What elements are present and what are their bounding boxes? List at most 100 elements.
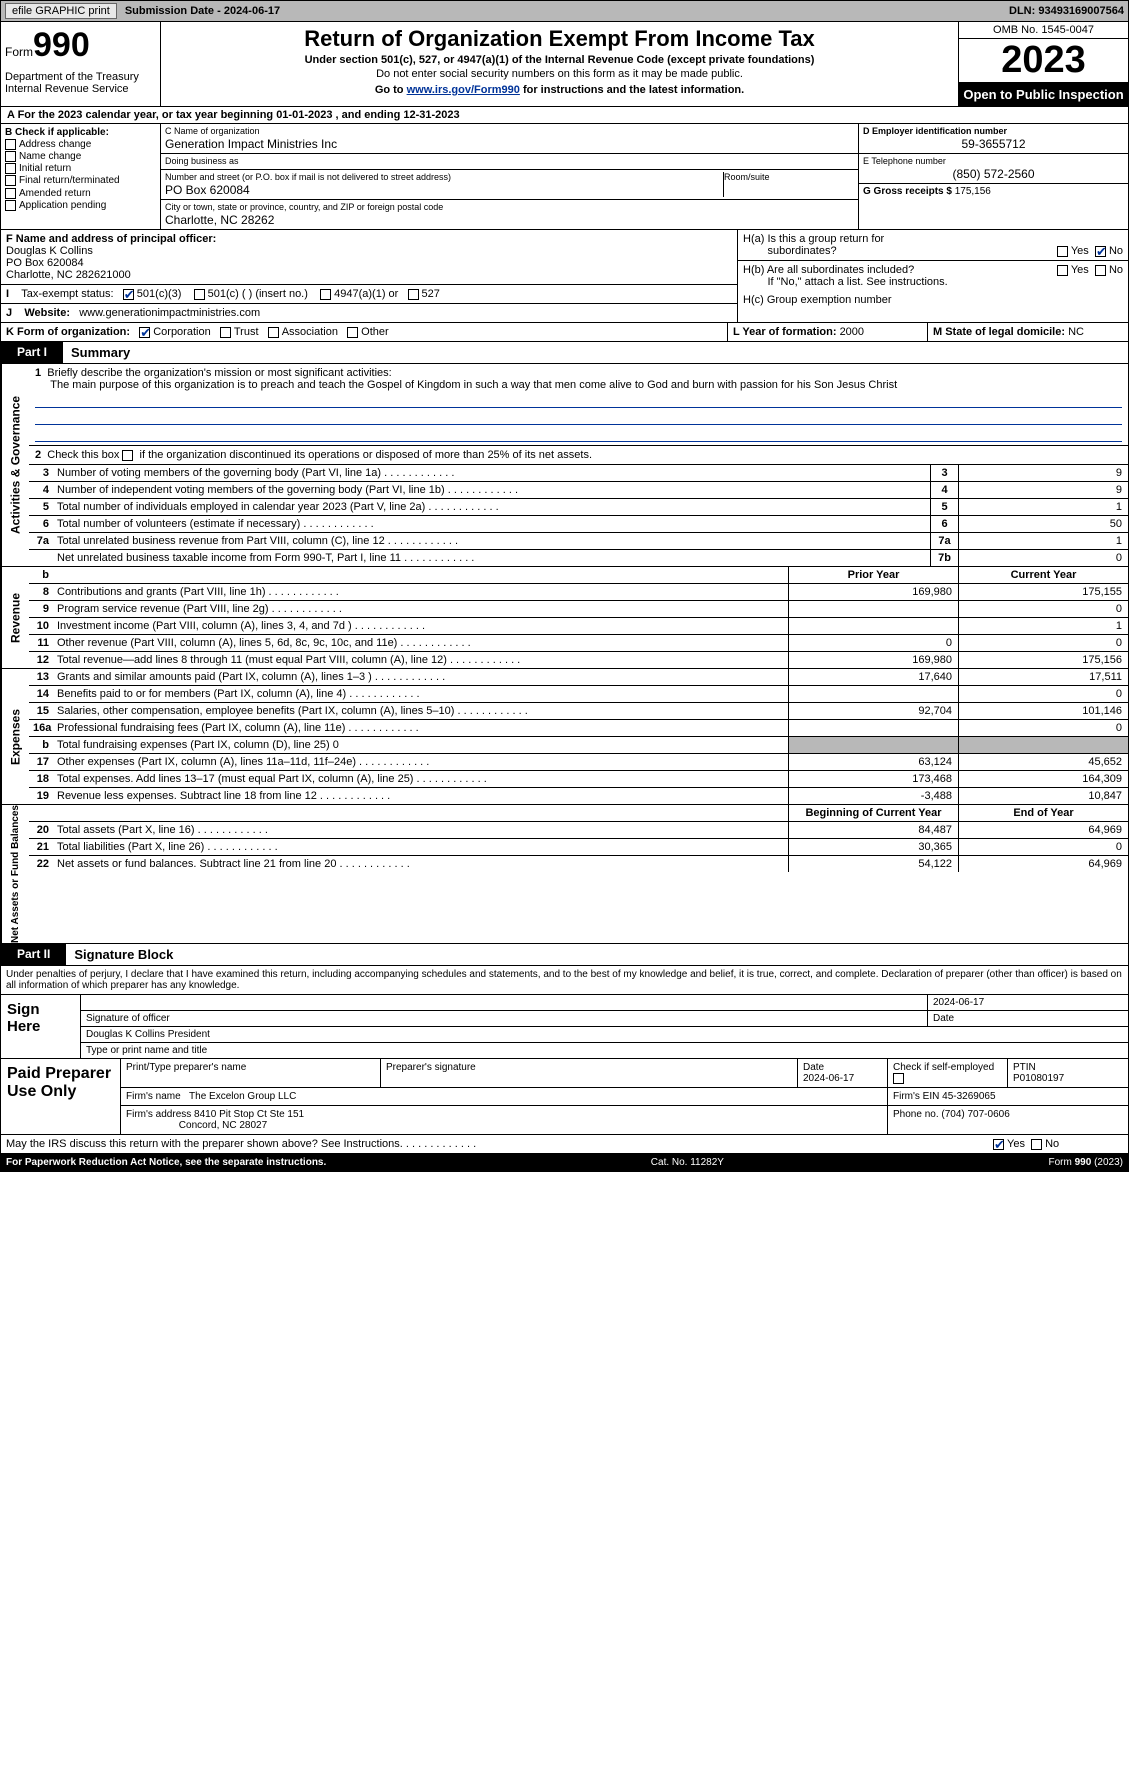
cb-corp[interactable] bbox=[139, 327, 150, 338]
table-row: 3Number of voting members of the governi… bbox=[29, 465, 1128, 482]
s2-t2: if the organization discontinued its ope… bbox=[136, 449, 592, 461]
l-section: L Year of formation: 2000 bbox=[728, 323, 928, 341]
cb-amended-return[interactable]: Amended return bbox=[5, 188, 156, 199]
sign-here-label: Sign Here bbox=[1, 995, 81, 1058]
discuss-text: May the IRS discuss this return with the… bbox=[1, 1135, 988, 1153]
hb-text: H(b) Are all subordinates included? bbox=[743, 264, 914, 276]
sig-date-cap: Date bbox=[928, 1011, 1128, 1026]
table-row: 8Contributions and grants (Part VIII, li… bbox=[29, 584, 1128, 601]
i-o4: 527 bbox=[422, 288, 440, 300]
l-cap: L Year of formation: bbox=[733, 326, 840, 338]
c-room-cap: Room/suite bbox=[724, 172, 854, 182]
sig-name-cap: Type or print name and title bbox=[81, 1043, 1128, 1058]
efile-print-button[interactable]: efile GRAPHIC print bbox=[5, 3, 117, 19]
sig-declaration: Under penalties of perjury, I declare th… bbox=[0, 966, 1129, 995]
table-row: 6Total number of volunteers (estimate if… bbox=[29, 516, 1128, 533]
cb-527[interactable] bbox=[408, 289, 419, 300]
part1-header: Part I Summary bbox=[0, 342, 1129, 364]
m-cap: M State of legal domicile: bbox=[933, 326, 1068, 338]
cy-hdr: Current Year bbox=[958, 567, 1128, 583]
table-row: Net unrelated business taxable income fr… bbox=[29, 550, 1128, 566]
sect-ag: Activities & Governance 1 Briefly descri… bbox=[0, 364, 1129, 567]
c-addr: PO Box 620084 bbox=[165, 183, 723, 197]
cb-name-change[interactable]: Name change bbox=[5, 151, 156, 162]
table-row: bTotal fundraising expenses (Part IX, co… bbox=[29, 737, 1128, 754]
klm-row: K Form of organization: Corporation Trus… bbox=[0, 323, 1129, 342]
sect-rev: Revenue bPrior YearCurrent Year 8Contrib… bbox=[0, 567, 1129, 669]
cb-trust[interactable] bbox=[220, 327, 231, 338]
footer-center: Cat. No. 11282Y bbox=[326, 1157, 1048, 1168]
firm-ein: Firm's EIN 45-3269065 bbox=[888, 1088, 1128, 1105]
part1-tab: Part I bbox=[1, 342, 63, 363]
g-cap: G Gross receipts $ bbox=[863, 186, 955, 197]
hb-text2: If "No," attach a list. See instructions… bbox=[767, 276, 947, 288]
part1-title: Summary bbox=[63, 342, 138, 363]
paid-preparer-block: Paid Preparer Use Only Print/Type prepar… bbox=[0, 1059, 1129, 1135]
col-d: D Employer identification number59-36557… bbox=[858, 124, 1128, 229]
i-section: I Tax-exempt status: 501(c)(3) 501(c) ( … bbox=[1, 285, 737, 304]
c-name-cap: C Name of organization bbox=[165, 126, 854, 136]
form-subtitle: Under section 501(c), 527, or 4947(a)(1)… bbox=[165, 54, 954, 66]
table-row: 7aTotal unrelated business revenue from … bbox=[29, 533, 1128, 550]
py-hdr: Prior Year bbox=[788, 567, 958, 583]
k-o2: Trust bbox=[234, 326, 259, 338]
k-cap: K Form of organization: bbox=[6, 326, 130, 338]
line-a: A For the 2023 calendar year, or tax yea… bbox=[0, 107, 1129, 124]
cb-application-pending[interactable]: Application pending bbox=[5, 200, 156, 211]
table-row: 19Revenue less expenses. Subtract line 1… bbox=[29, 788, 1128, 804]
j-val: www.generationimpactministries.com bbox=[79, 307, 260, 319]
m-section: M State of legal domicile: NC bbox=[928, 323, 1128, 341]
cb-discuss-yes[interactable] bbox=[993, 1139, 1004, 1150]
form-note: Do not enter social security numbers on … bbox=[165, 68, 954, 80]
form-header: Form990 Department of the Treasury Inter… bbox=[0, 22, 1129, 107]
cb-initial-return[interactable]: Initial return bbox=[5, 163, 156, 174]
discuss-no: No bbox=[1045, 1138, 1059, 1150]
hb-no: No bbox=[1109, 264, 1123, 276]
top-bar: efile GRAPHIC print Submission Date - 20… bbox=[0, 0, 1129, 22]
rev-header: bPrior YearCurrent Year bbox=[29, 567, 1128, 584]
vtab-rev: Revenue bbox=[1, 567, 29, 668]
sig-name: Douglas K Collins President bbox=[81, 1027, 1128, 1042]
cb-discuss-no[interactable] bbox=[1031, 1139, 1042, 1150]
ps-cap: Preparer's signature bbox=[381, 1059, 798, 1087]
c-city-cap: City or town, state or province, country… bbox=[165, 202, 854, 212]
cb-discontinued[interactable] bbox=[122, 450, 133, 461]
table-row: 20Total assets (Part X, line 16)84,48764… bbox=[29, 822, 1128, 839]
dept-label: Department of the Treasury bbox=[5, 71, 156, 83]
footer-left: For Paperwork Reduction Act Notice, see … bbox=[6, 1157, 326, 1168]
cb-hb-yes[interactable] bbox=[1057, 265, 1068, 276]
cb-other[interactable] bbox=[347, 327, 358, 338]
k-o3: Association bbox=[282, 326, 338, 338]
form-label: Form bbox=[5, 45, 33, 59]
table-row: 10Investment income (Part VIII, column (… bbox=[29, 618, 1128, 635]
cb-final-return[interactable]: Final return/terminated bbox=[5, 175, 156, 186]
cb-address-change[interactable]: Address change bbox=[5, 139, 156, 150]
cb-ha-no[interactable] bbox=[1095, 246, 1106, 257]
f-cap: F Name and address of principal officer: bbox=[6, 233, 732, 245]
table-row: 22Net assets or fund balances. Subtract … bbox=[29, 856, 1128, 872]
form-number: 990 bbox=[33, 26, 90, 64]
dln-value: DLN: 93493169007564 bbox=[1009, 5, 1124, 17]
cb-4947[interactable] bbox=[320, 289, 331, 300]
d-cap: D Employer identification number bbox=[863, 126, 1124, 136]
j-section: J Website: www.generationimpactministrie… bbox=[1, 304, 737, 322]
c-dba-cap: Doing business as bbox=[165, 156, 854, 166]
cb-ha-yes[interactable] bbox=[1057, 246, 1068, 257]
cb-501c[interactable] bbox=[194, 289, 205, 300]
cb-501c3[interactable] bbox=[123, 289, 134, 300]
col-c: C Name of organizationGeneration Impact … bbox=[161, 124, 858, 229]
page-footer: For Paperwork Reduction Act Notice, see … bbox=[0, 1154, 1129, 1172]
cb-hb-no[interactable] bbox=[1095, 265, 1106, 276]
cb-assoc[interactable] bbox=[268, 327, 279, 338]
form-title: Return of Organization Exempt From Incom… bbox=[165, 26, 954, 52]
cb-self-employed[interactable] bbox=[893, 1073, 904, 1084]
table-row: 14Benefits paid to or for members (Part … bbox=[29, 686, 1128, 703]
c-city: Charlotte, NC 28262 bbox=[165, 213, 854, 227]
d-val: 59-3655712 bbox=[863, 137, 1124, 151]
part2-title: Signature Block bbox=[66, 944, 181, 965]
b-label: B Check if applicable: bbox=[5, 127, 156, 138]
ha-text2: subordinates? bbox=[767, 245, 836, 257]
i-o2: 501(c) ( ) (insert no.) bbox=[208, 288, 308, 300]
irs-link[interactable]: www.irs.gov/Form990 bbox=[407, 84, 520, 96]
ha-no: No bbox=[1109, 245, 1123, 257]
